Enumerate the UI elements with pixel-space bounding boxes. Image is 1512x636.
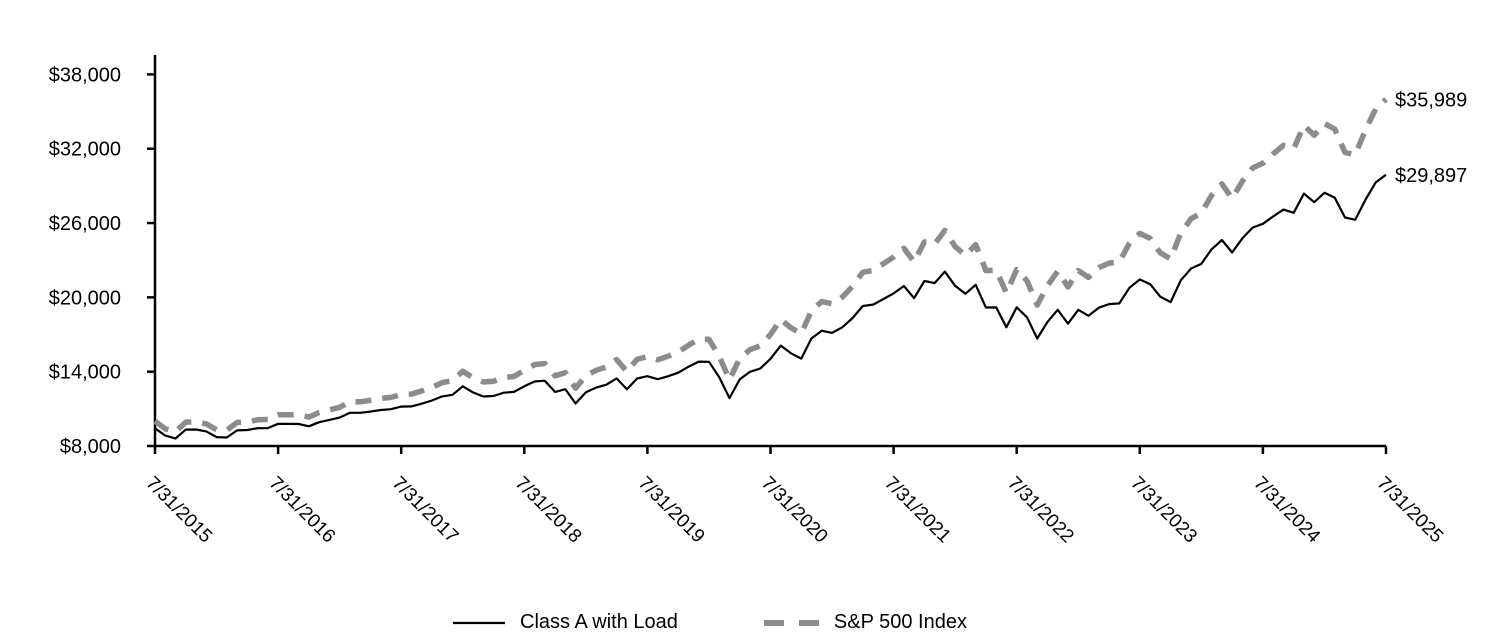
chart-legend: Class A with Load S&P 500 Index — [0, 611, 1466, 634]
x-axis-tick-label: 7/31/2015 — [141, 473, 216, 548]
legend-item-class-a-with-load: Class A with Load — [453, 611, 678, 634]
y-axis-tick-label: $26,000 — [49, 213, 121, 235]
legend-label-sp500-index: S&P 500 Index — [833, 611, 967, 633]
x-axis-tick-label: 7/31/2017 — [388, 473, 463, 548]
y-axis-tick-label: $20,000 — [49, 287, 121, 309]
s-p-500-index-line — [153, 97, 1388, 435]
x-axis-tick-label: 7/31/2016 — [265, 473, 340, 548]
line-chart-canvas: $8,000 $14,000 $20,000 $26,000 $32,000 $38,00… — [49, 55, 1467, 548]
y-axis-tick-label: $14,000 — [49, 362, 121, 384]
x-axis-tick-label: 7/31/2019 — [634, 473, 709, 548]
x-axis-tick-label: 7/31/2024 — [1249, 473, 1324, 548]
x-axis-tick-label: 7/31/2022 — [1003, 473, 1078, 548]
class-a-solid-line-sample — [453, 621, 506, 624]
legend-label-class-a-with-load: Class A with Load — [520, 611, 678, 633]
sp500-dashed-line-sample — [763, 619, 819, 626]
class-a-with-load-line — [154, 173, 1387, 440]
y-axis-tick-label: $38,000 — [49, 64, 121, 86]
y-axis-tick-label: $32,000 — [49, 139, 121, 161]
s-p-500-index-end-label: $35,989 — [1395, 89, 1467, 111]
class-a-with-load-end-label: $29,897 — [1395, 165, 1467, 187]
legend-item-sp500-index: S&P 500 Index — [763, 611, 967, 634]
x-axis-tick-label: 7/31/2023 — [1126, 473, 1201, 548]
x-axis-tick-label: 7/31/2025 — [1372, 473, 1447, 548]
y-axis-tick-label: $8,000 — [60, 436, 121, 458]
x-axis-tick-label: 7/31/2018 — [511, 473, 586, 548]
x-axis-tick-label: 7/31/2020 — [757, 473, 832, 548]
x-axis-tick-label: 7/31/2021 — [880, 473, 955, 548]
